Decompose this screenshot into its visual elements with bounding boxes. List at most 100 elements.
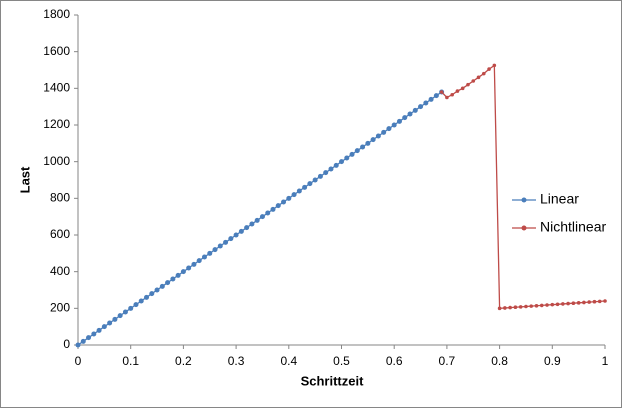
data-point (576, 301, 581, 305)
data-point (539, 303, 544, 308)
legend-label: Linear (540, 191, 579, 207)
data-point (497, 306, 502, 311)
data-point (275, 203, 281, 209)
x-axis-title: Schrittzeit (301, 373, 365, 388)
data-point (302, 184, 308, 190)
x-tick-label: 1 (602, 354, 609, 368)
data-point (360, 144, 366, 150)
data-point (128, 305, 134, 311)
data-point (228, 236, 234, 242)
data-point (396, 118, 402, 124)
data-point (317, 173, 323, 179)
data-point (249, 221, 255, 227)
y-axis-title: Last (17, 166, 32, 193)
data-point (149, 291, 155, 297)
data-point (175, 272, 181, 278)
data-point (333, 162, 339, 168)
y-tick-label: 0 (63, 337, 70, 351)
data-point (455, 89, 460, 93)
y-tick-label: 1400 (43, 81, 70, 95)
data-point (117, 313, 123, 319)
x-tick-label: 0 (75, 354, 82, 368)
data-point (603, 299, 607, 303)
data-point (481, 71, 486, 76)
data-point (107, 320, 113, 326)
x-tick-label: 0.7 (439, 354, 456, 368)
data-point (75, 342, 81, 348)
data-point (344, 155, 350, 161)
data-point (391, 122, 397, 128)
data-point (233, 232, 239, 238)
data-point (323, 170, 329, 176)
data-point (503, 306, 507, 310)
y-tick-label: 1600 (43, 44, 70, 58)
data-point (212, 247, 218, 253)
data-point (270, 206, 276, 212)
data-point (460, 86, 465, 91)
data-point (259, 214, 265, 220)
data-point (381, 129, 387, 135)
data-point (112, 316, 118, 322)
data-point (265, 210, 271, 216)
data-point (550, 302, 555, 307)
data-point (154, 287, 160, 293)
x-tick-label: 0.4 (280, 354, 297, 368)
series-line (77, 91, 443, 346)
data-point (524, 304, 528, 309)
data-point (328, 166, 334, 172)
data-point (587, 300, 591, 304)
y-tick-label: 1000 (43, 154, 70, 168)
x-tick-label: 0.3 (228, 354, 245, 368)
data-point (566, 301, 570, 306)
y-tick-label: 400 (50, 264, 70, 278)
data-point (207, 250, 213, 256)
data-point (86, 335, 92, 341)
data-point (365, 140, 371, 146)
legend-marker (521, 197, 527, 203)
data-point (101, 324, 107, 330)
y-tick-label: 1800 (43, 7, 70, 21)
data-point (165, 280, 171, 286)
y-tick-label: 200 (50, 301, 70, 315)
x-tick-label: 0.5 (333, 354, 350, 368)
data-point (170, 276, 176, 282)
data-point (555, 302, 560, 307)
data-point (217, 243, 223, 249)
data-point (513, 305, 518, 310)
data-point (545, 303, 549, 307)
data-point (466, 82, 470, 87)
data-point (571, 301, 576, 306)
data-point (349, 151, 355, 157)
data-point (291, 192, 297, 198)
data-point (508, 305, 512, 310)
data-point (561, 302, 565, 306)
data-point (180, 269, 186, 275)
data-point (186, 265, 192, 271)
data-point (201, 254, 207, 260)
data-point (402, 115, 408, 121)
data-point (592, 299, 597, 304)
data-point (370, 137, 376, 143)
data-point (534, 303, 539, 308)
data-point (423, 100, 429, 106)
data-point (418, 104, 424, 110)
data-point (191, 261, 197, 267)
y-tick-label: 600 (50, 227, 70, 241)
data-point (196, 258, 202, 264)
data-point (597, 299, 602, 304)
data-point (471, 79, 476, 83)
x-tick-label: 0.8 (491, 354, 508, 368)
data-point (492, 63, 497, 68)
data-point (450, 92, 454, 97)
data-point (254, 217, 260, 223)
y-tick-label: 800 (50, 191, 70, 205)
data-point (439, 90, 444, 94)
legend-marker (521, 225, 527, 231)
data-point (445, 95, 449, 100)
data-point (407, 111, 413, 117)
data-point (144, 294, 150, 300)
data-point (476, 75, 481, 80)
data-point (433, 93, 439, 99)
